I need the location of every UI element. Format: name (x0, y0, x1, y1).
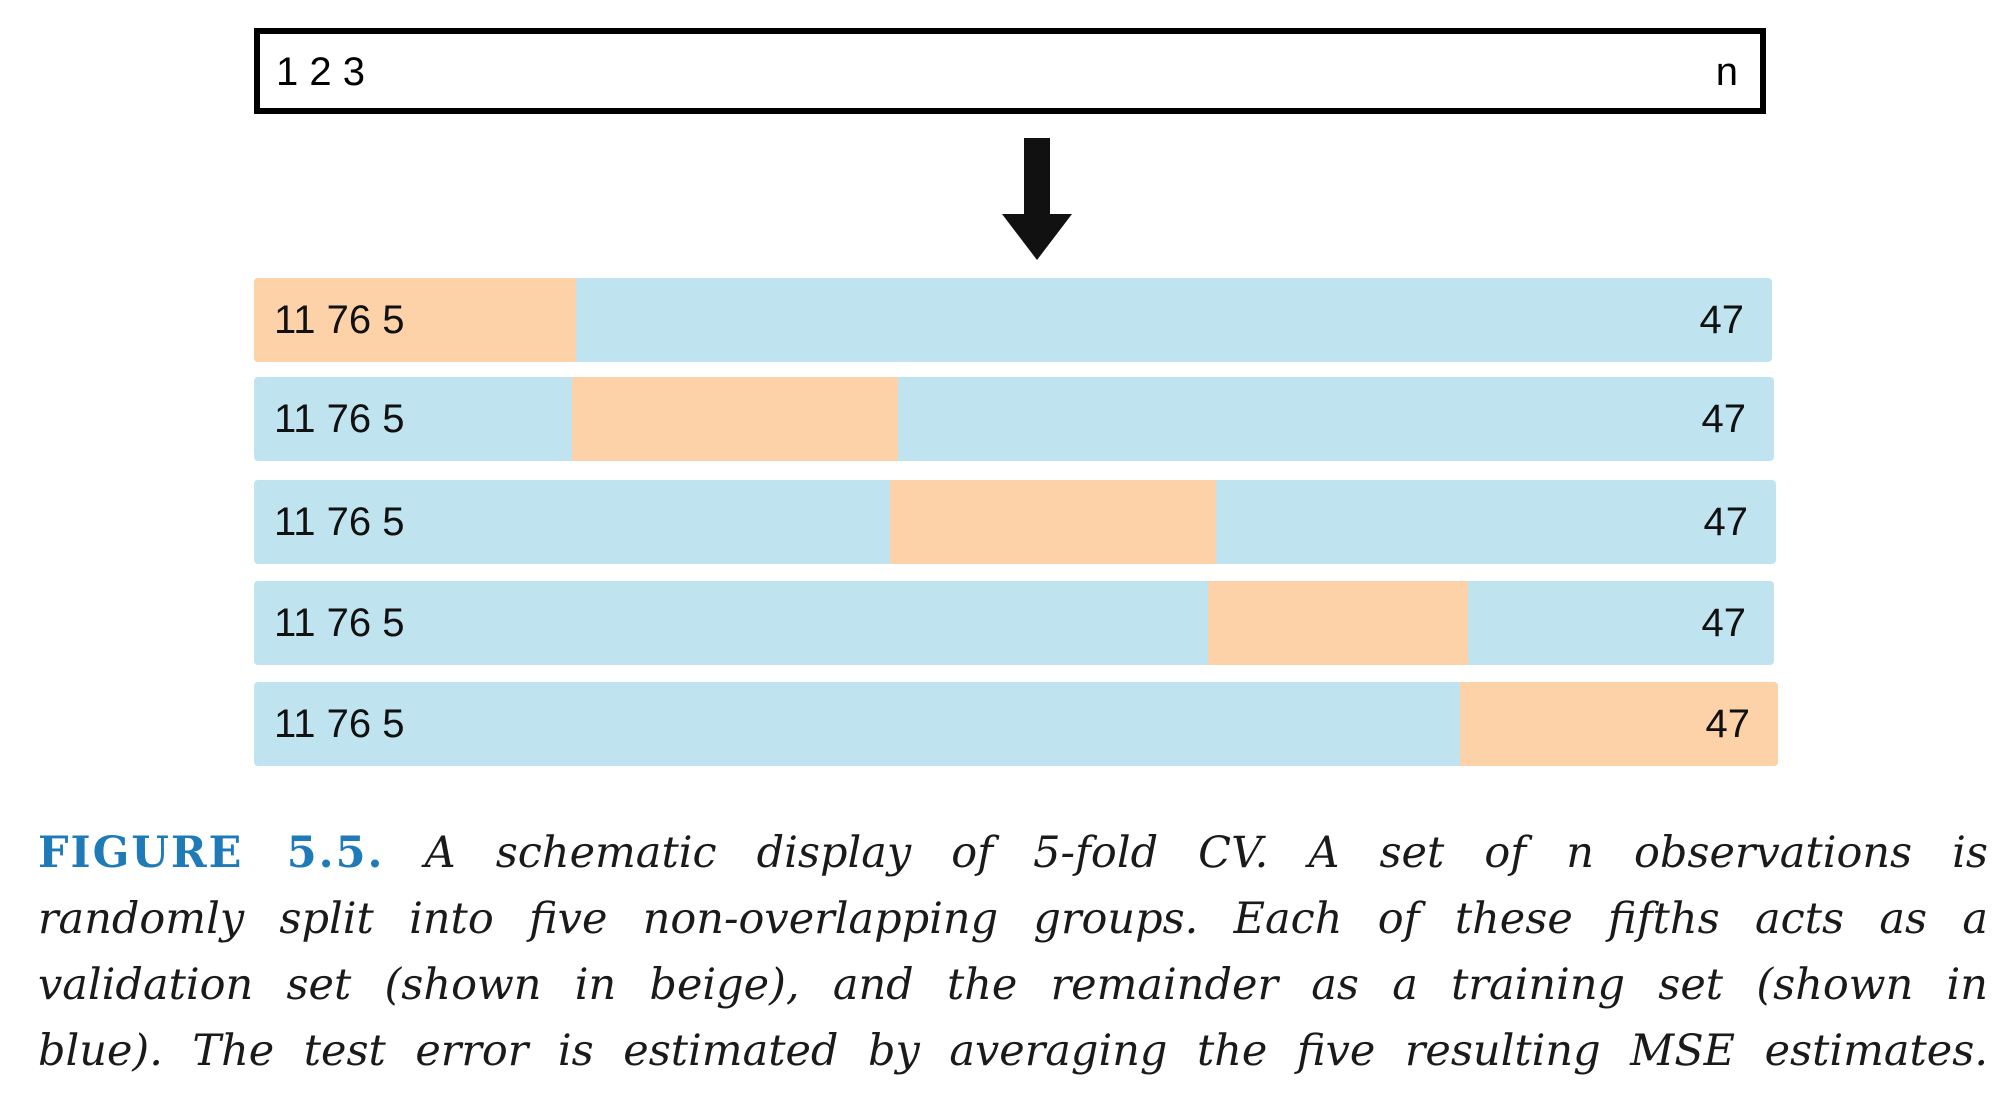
fold-right-label: 47 (1703, 500, 1749, 544)
down-arrow-icon (1002, 138, 1072, 260)
figure-caption: FIGURE 5.5. A schematic display of 5-fol… (38, 820, 1988, 1084)
validation-segment (890, 480, 1216, 564)
observations-box: 1 2 3 n (254, 28, 1766, 114)
fold-row-2: 11 76 5 47 (254, 377, 1774, 461)
caption-line-1: FIGURE 5.5. A schematic display of 5-fol… (38, 820, 1988, 886)
caption-line-4: blue). The test error is estimated by av… (38, 1026, 1988, 1076)
caption-line-3: validation set (shown in beige), and the… (38, 960, 1988, 1010)
fold-left-label: 11 76 5 (274, 397, 405, 441)
fold-right-label: 47 (1705, 702, 1751, 746)
fold-right-label: 47 (1701, 601, 1747, 645)
validation-segment (1208, 581, 1468, 665)
fold-left-label: 11 76 5 (274, 702, 405, 746)
observations-end-label: n (1715, 50, 1738, 94)
validation-segment (572, 377, 898, 461)
fold-row-3: 11 76 5 47 (254, 480, 1776, 564)
fold-right-label: 47 (1701, 397, 1747, 441)
fold-left-label: 11 76 5 (274, 601, 405, 645)
observations-start-label: 1 2 3 (276, 50, 365, 94)
validation-segment (254, 278, 576, 362)
fold-row-5: 11 76 5 47 (254, 682, 1778, 766)
fold-left-label: 11 76 5 (274, 500, 405, 544)
validation-segment (1460, 682, 1778, 766)
fold-left-label: 11 76 5 (274, 298, 405, 342)
caption-text-1: A schematic display of 5-fold CV. A set … (424, 828, 1988, 878)
fold-row-1: 11 76 5 47 (254, 278, 1772, 362)
fold-right-label: 47 (1699, 298, 1745, 342)
figure-label: FIGURE 5.5. (38, 828, 385, 878)
fold-row-4: 11 76 5 47 (254, 581, 1774, 665)
caption-line-2: randomly split into five non-overlapping… (38, 894, 1988, 944)
